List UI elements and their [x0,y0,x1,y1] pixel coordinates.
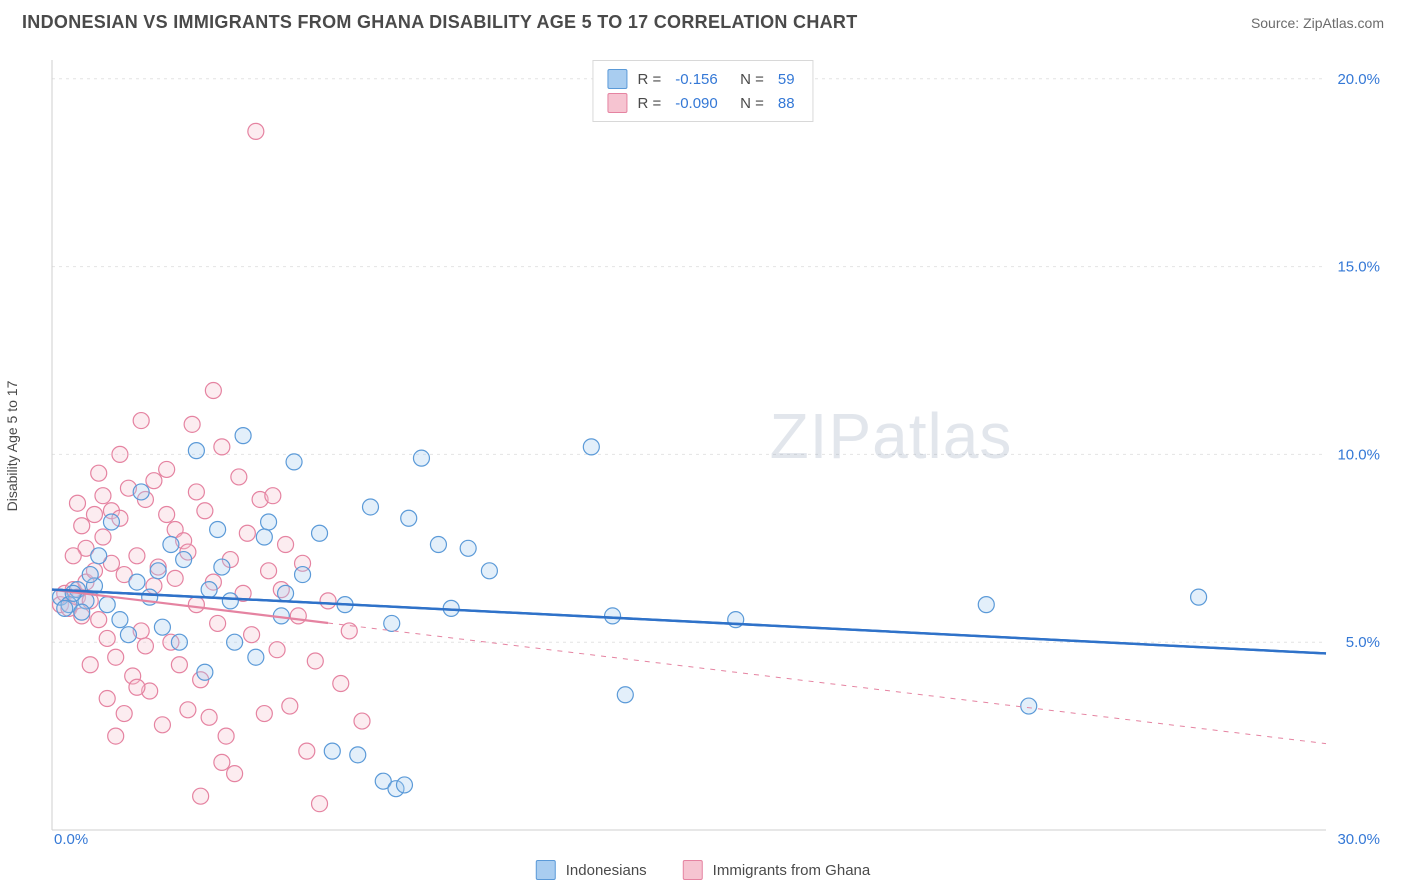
correlation-legend: R = -0.156 N = 59 R = -0.090 N = 88 [592,60,813,122]
legend-swatch-1 [607,69,627,89]
legend-label: Immigrants from Ghana [713,862,871,879]
page-title: INDONESIAN VS IMMIGRANTS FROM GHANA DISA… [22,12,858,33]
svg-text:10.0%: 10.0% [1337,446,1380,463]
svg-text:20.0%: 20.0% [1337,71,1380,88]
legend-swatch-2 [607,93,627,113]
svg-text:0.0%: 0.0% [54,831,88,844]
legend-item-ghana: Immigrants from Ghana [683,860,871,880]
legend-swatch-indonesians [536,860,556,880]
legend-label: Indonesians [566,862,647,879]
svg-text:5.0%: 5.0% [1346,634,1380,651]
legend-row-series-1: R = -0.156 N = 59 [607,67,798,91]
source-text: Source: ZipAtlas.com [1251,15,1384,31]
legend-row-series-2: R = -0.090 N = 88 [607,91,798,115]
legend-item-indonesians: Indonesians [536,860,647,880]
svg-text:30.0%: 30.0% [1337,831,1380,844]
series-legend: Indonesians Immigrants from Ghana [536,860,870,880]
svg-text:15.0%: 15.0% [1337,259,1380,276]
legend-swatch-ghana [683,860,703,880]
scatter-plot: 5.0%10.0%15.0%20.0%0.0%30.0% ZIPatlas [48,60,1386,844]
y-axis-label: Disability Age 5 to 17 [4,381,20,512]
